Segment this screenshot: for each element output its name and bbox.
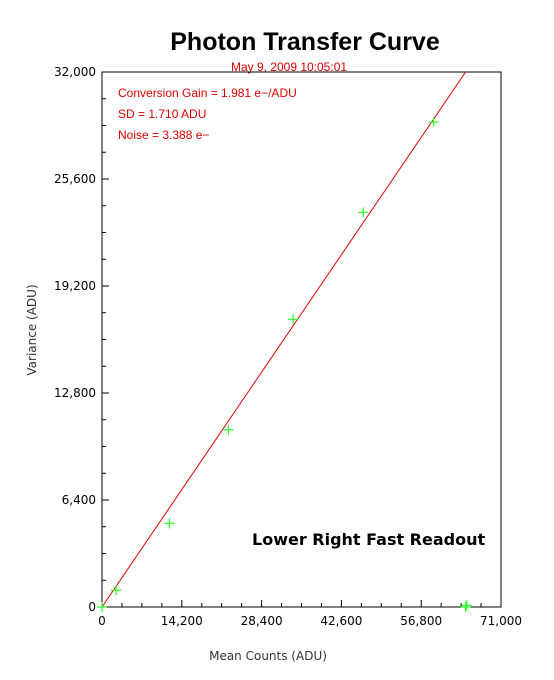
x-tick-label: 56,800 [400, 614, 442, 628]
y-tick-label: 0 [88, 600, 96, 614]
tick-marks [101, 71, 502, 608]
chart-subtitle: May 9, 2009 10:05:01 [231, 60, 347, 74]
data-point [460, 602, 471, 612]
x-tick-label: 0 [98, 614, 106, 628]
data-point [288, 314, 299, 325]
fit-line-layer [101, 71, 467, 608]
chart-title: Photon Transfer Curve [170, 28, 440, 56]
in-plot-label: Lower Right Fast Readout [252, 530, 485, 549]
x-tick-label: 14,200 [161, 614, 203, 628]
annotation-noise: Noise = 3.388 e− [118, 128, 209, 142]
data-point [428, 117, 439, 128]
annotation-sd: SD = 1.710 ADU [118, 107, 206, 121]
data-point [358, 207, 369, 218]
y-tick-label: 6,400 [62, 493, 96, 507]
y-tick-label: 12,800 [54, 386, 96, 400]
y-axis-label: Variance (ADU) [25, 284, 39, 375]
x-tick-label: 28,400 [241, 614, 283, 628]
data-point [461, 600, 472, 611]
fit-line [101, 71, 467, 608]
x-tick-label: 42,600 [320, 614, 362, 628]
tick-labels: 0 6,400 12,800 19,200 25,600 32,000 0 14,200 28,… [54, 65, 522, 628]
data-point [97, 602, 107, 612]
x-tick-label: 71,000 [480, 614, 522, 628]
data-point [164, 518, 175, 529]
y-tick-label: 25,600 [54, 172, 96, 186]
x-axis-label: Mean Counts (ADU) [209, 649, 327, 663]
data-point [111, 585, 122, 596]
fit-annotations: Conversion Gain = 1.981 e−/ADU SD = 1.71… [118, 86, 297, 142]
y-tick-label: 19,200 [54, 279, 96, 293]
annotation-conversion-gain: Conversion Gain = 1.981 e−/ADU [118, 86, 297, 100]
plot-area [101, 71, 502, 608]
data-points [97, 117, 472, 612]
y-tick-label: 32,000 [54, 65, 96, 79]
data-point [223, 424, 234, 435]
